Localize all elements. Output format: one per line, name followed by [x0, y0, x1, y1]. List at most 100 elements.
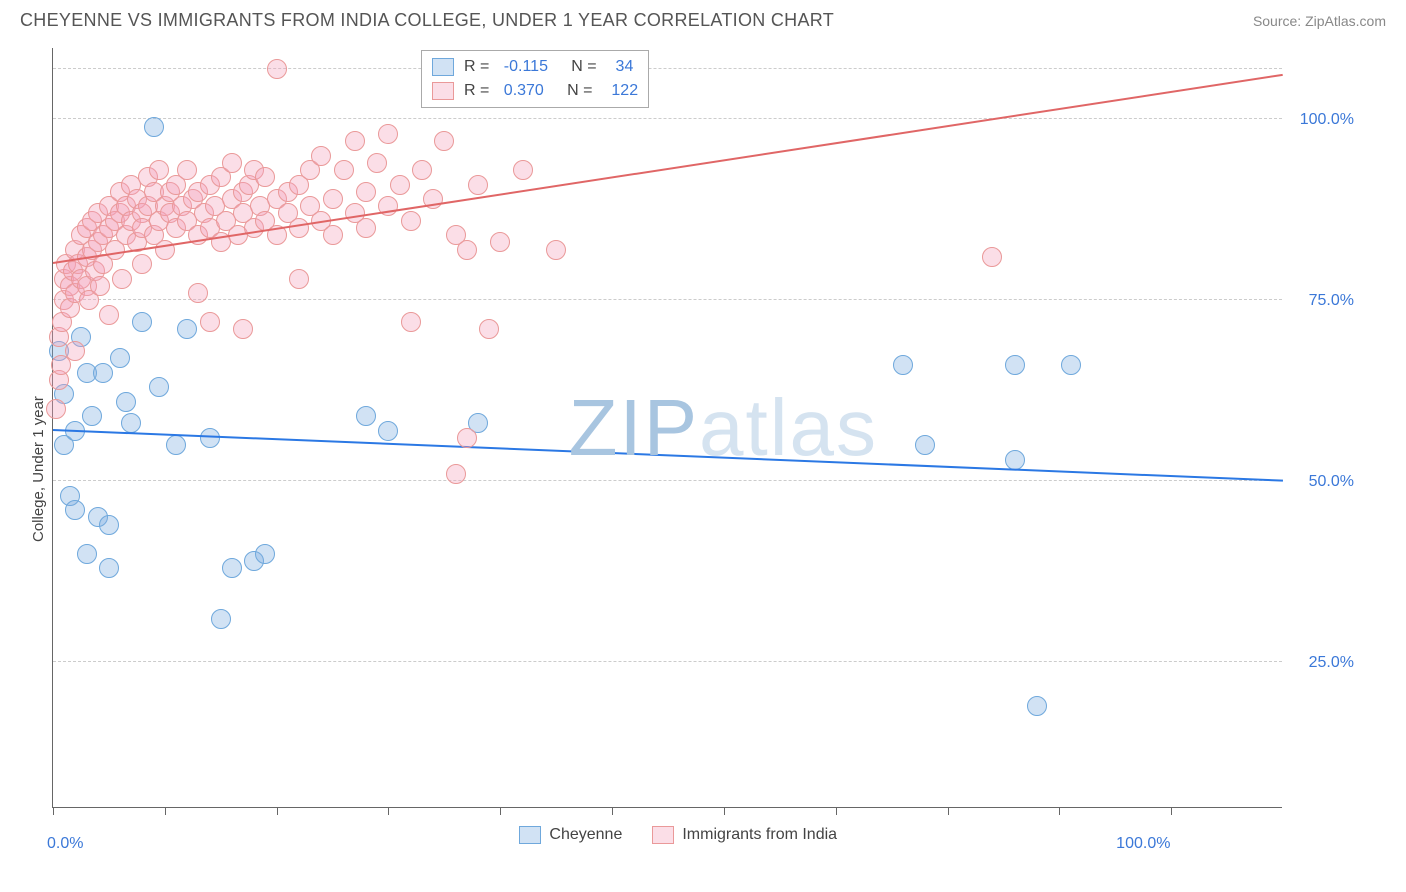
trend-line	[53, 429, 1283, 482]
data-point	[82, 406, 102, 426]
data-point	[46, 399, 66, 419]
data-point	[468, 175, 488, 195]
x-tick	[836, 807, 837, 815]
x-tick	[500, 807, 501, 815]
data-point	[1061, 355, 1081, 375]
data-point	[367, 153, 387, 173]
data-point	[99, 558, 119, 578]
n-value: 34	[607, 55, 634, 79]
x-tick	[1059, 807, 1060, 815]
data-point	[110, 348, 130, 368]
data-point	[132, 312, 152, 332]
n-label: N =	[558, 55, 597, 79]
data-point	[222, 558, 242, 578]
correlation-legend: R = -0.115 N = 34R = 0.370 N = 122	[421, 50, 649, 108]
data-point	[356, 182, 376, 202]
data-point	[390, 175, 410, 195]
data-point	[99, 305, 119, 325]
data-point	[356, 218, 376, 238]
data-point	[177, 319, 197, 339]
r-label: R =	[464, 55, 489, 79]
x-tick	[948, 807, 949, 815]
legend-row: R = 0.370 N = 122	[432, 79, 638, 103]
y-axis-label: College, Under 1 year	[30, 396, 47, 542]
data-point	[177, 160, 197, 180]
data-point	[289, 218, 309, 238]
data-point	[132, 254, 152, 274]
data-point	[255, 544, 275, 564]
data-point	[479, 319, 499, 339]
data-point	[121, 413, 141, 433]
x-tick-label: 100.0%	[1116, 835, 1170, 853]
data-point	[513, 160, 533, 180]
data-point	[112, 269, 132, 289]
legend-swatch	[519, 826, 541, 844]
r-label: R =	[464, 79, 489, 103]
data-point	[982, 247, 1002, 267]
r-value: -0.115	[499, 55, 548, 79]
gridline	[53, 299, 1282, 300]
x-tick	[612, 807, 613, 815]
y-tick-label: 100.0%	[1300, 111, 1354, 129]
data-point	[90, 276, 110, 296]
gridline	[53, 661, 1282, 662]
data-point	[255, 167, 275, 187]
x-tick	[388, 807, 389, 815]
data-point	[356, 406, 376, 426]
data-point	[166, 435, 186, 455]
data-point	[188, 283, 208, 303]
x-tick	[53, 807, 54, 815]
chart-container: CHEYENNE VS IMMIGRANTS FROM INDIA COLLEG…	[0, 0, 1406, 892]
data-point	[65, 341, 85, 361]
legend-item: Cheyenne	[519, 826, 622, 844]
data-point	[289, 269, 309, 289]
data-point	[77, 544, 97, 564]
data-point	[65, 500, 85, 520]
data-point	[116, 392, 136, 412]
data-point	[149, 377, 169, 397]
legend-swatch	[652, 826, 674, 844]
data-point	[200, 312, 220, 332]
data-point	[211, 609, 231, 629]
x-tick	[277, 807, 278, 815]
data-point	[99, 515, 119, 535]
y-tick-label: 25.0%	[1309, 654, 1354, 672]
data-point	[149, 160, 169, 180]
data-point	[1027, 696, 1047, 716]
n-label: N =	[554, 79, 593, 103]
x-tick	[165, 807, 166, 815]
data-point	[457, 240, 477, 260]
n-value: 122	[603, 79, 639, 103]
data-point	[1005, 450, 1025, 470]
data-point	[233, 319, 253, 339]
gridline	[53, 68, 1282, 69]
chart-title: CHEYENNE VS IMMIGRANTS FROM INDIA COLLEG…	[20, 10, 834, 31]
x-tick	[1171, 807, 1172, 815]
series-legend: Cheyenne Immigrants from India	[519, 826, 837, 844]
title-row: CHEYENNE VS IMMIGRANTS FROM INDIA COLLEG…	[0, 0, 1406, 43]
data-point	[1005, 355, 1025, 375]
plot-area: 25.0%50.0%75.0%100.0%0.0%100.0%	[52, 48, 1282, 808]
data-point	[311, 146, 331, 166]
legend-row: R = -0.115 N = 34	[432, 55, 638, 79]
data-point	[267, 59, 287, 79]
legend-label: Cheyenne	[549, 826, 622, 844]
data-point	[412, 160, 432, 180]
data-point	[401, 211, 421, 231]
data-point	[323, 225, 343, 245]
data-point	[457, 428, 477, 448]
r-value: 0.370	[499, 79, 543, 103]
data-point	[93, 363, 113, 383]
data-point	[144, 117, 164, 137]
data-point	[401, 312, 421, 332]
y-tick-label: 50.0%	[1309, 473, 1354, 491]
data-point	[434, 131, 454, 151]
gridline	[53, 480, 1282, 481]
legend-swatch	[432, 82, 454, 100]
data-point	[490, 232, 510, 252]
data-point	[546, 240, 566, 260]
data-point	[334, 160, 354, 180]
data-point	[893, 355, 913, 375]
legend-item: Immigrants from India	[652, 826, 837, 844]
x-tick	[724, 807, 725, 815]
